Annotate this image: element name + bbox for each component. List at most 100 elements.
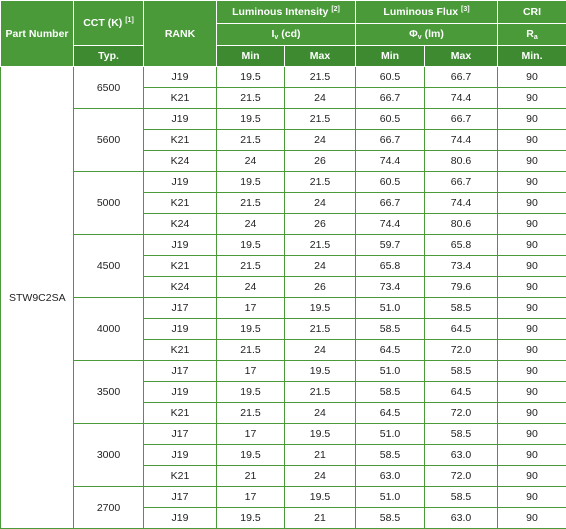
intensity-min-cell: 21.5 [217, 403, 285, 424]
intensity-min-cell: 21.5 [217, 340, 285, 361]
intensity-min-cell: 19.5 [217, 382, 285, 403]
flux-min-cell: 66.7 [356, 88, 425, 109]
flux-max-cell: 63.0 [425, 445, 498, 466]
flux-min-cell: 51.0 [356, 424, 425, 445]
rank-cell: K21 [144, 403, 217, 424]
intensity-max-cell: 19.5 [285, 361, 356, 382]
intensity-max-cell: 26 [285, 151, 356, 172]
flux-min-cell: 63.0 [356, 466, 425, 487]
flux-min-cell: 74.4 [356, 214, 425, 235]
intensity-max-cell: 21.5 [285, 235, 356, 256]
intensity-max-cell: 24 [285, 403, 356, 424]
cct-header-label: CCT (K) [83, 17, 122, 29]
intensity-min-cell: 19.5 [217, 67, 285, 88]
rank-cell: J19 [144, 109, 217, 130]
rank-cell: K21 [144, 466, 217, 487]
intensity-min-cell: 19.5 [217, 508, 285, 529]
flux-min-cell: 58.5 [356, 445, 425, 466]
flux-max-cell: 66.7 [425, 109, 498, 130]
cri-cell: 90 [498, 109, 566, 130]
cct-cell: 5000 [74, 172, 144, 235]
intensity-max-cell: 21.5 [285, 109, 356, 130]
intensity-min-cell: 19.5 [217, 235, 285, 256]
flux-min-cell: 64.5 [356, 403, 425, 424]
flux-max-cell: 80.6 [425, 214, 498, 235]
intensity-min-cell: 24 [217, 151, 285, 172]
intensity-min-cell: 24 [217, 214, 285, 235]
flux-min-cell: 64.5 [356, 340, 425, 361]
cri-cell: 90 [498, 88, 566, 109]
intensity-min-cell: 21.5 [217, 193, 285, 214]
cri-cell: 90 [498, 424, 566, 445]
intensity-min-cell: 19.5 [217, 109, 285, 130]
rank-cell: K21 [144, 193, 217, 214]
flux-min-cell: 60.5 [356, 172, 425, 193]
cri-symbol-sub: a [534, 34, 538, 41]
intensity-min-cell: 19.5 [217, 172, 285, 193]
cri-cell: 90 [498, 403, 566, 424]
rank-cell: J17 [144, 361, 217, 382]
intensity-header: Luminous Intensity [2] [217, 1, 356, 24]
intensity-min-cell: 19.5 [217, 319, 285, 340]
intensity-min-cell: 24 [217, 277, 285, 298]
flux-max-cell: 79.6 [425, 277, 498, 298]
intensity-max-cell: 24 [285, 130, 356, 151]
rank-cell: J19 [144, 67, 217, 88]
rank-cell: J19 [144, 319, 217, 340]
rank-cell: J17 [144, 487, 217, 508]
intensity-max-header: Max [285, 46, 356, 67]
intensity-min-cell: 17 [217, 361, 285, 382]
flux-max-cell: 63.0 [425, 508, 498, 529]
intensity-min-cell: 21.5 [217, 88, 285, 109]
flux-min-cell: 66.7 [356, 193, 425, 214]
flux-max-cell: 80.6 [425, 151, 498, 172]
flux-max-cell: 65.8 [425, 235, 498, 256]
rank-cell: K21 [144, 130, 217, 151]
rank-cell: J17 [144, 298, 217, 319]
cct-cell: 3500 [74, 361, 144, 424]
flux-max-cell: 74.4 [425, 130, 498, 151]
cct-cell: 4500 [74, 235, 144, 298]
cri-cell: 90 [498, 235, 566, 256]
flux-max-cell: 58.5 [425, 487, 498, 508]
intensity-max-cell: 21.5 [285, 67, 356, 88]
flux-header-ref: [3] [461, 6, 470, 13]
rank-cell: K24 [144, 277, 217, 298]
intensity-header-ref: [2] [331, 6, 340, 13]
rank-cell: J19 [144, 382, 217, 403]
intensity-min-cell: 17 [217, 298, 285, 319]
flux-header: Luminous Flux [3] [356, 1, 498, 24]
flux-max-cell: 58.5 [425, 361, 498, 382]
cri-header: CRI [498, 1, 566, 24]
rank-cell: K21 [144, 340, 217, 361]
flux-max-cell: 66.7 [425, 67, 498, 88]
flux-header-label: Luminous Flux [383, 6, 458, 18]
rank-cell: J19 [144, 445, 217, 466]
cri-cell: 90 [498, 319, 566, 340]
intensity-max-cell: 21.5 [285, 319, 356, 340]
cri-cell: 90 [498, 445, 566, 466]
flux-max-cell: 64.5 [425, 382, 498, 403]
intensity-max-cell: 19.5 [285, 487, 356, 508]
intensity-max-cell: 24 [285, 466, 356, 487]
intensity-max-cell: 24 [285, 340, 356, 361]
flux-symbol-header: Φv (lm) [356, 24, 498, 46]
flux-max-cell: 72.0 [425, 466, 498, 487]
cri-cell: 90 [498, 214, 566, 235]
intensity-max-cell: 24 [285, 256, 356, 277]
intensity-min-cell: 17 [217, 487, 285, 508]
flux-min-cell: 60.5 [356, 67, 425, 88]
cri-symbol: R [526, 28, 534, 40]
intensity-min-cell: 19.5 [217, 445, 285, 466]
cct-cell: 5600 [74, 109, 144, 172]
intensity-max-cell: 24 [285, 193, 356, 214]
rank-cell: J19 [144, 508, 217, 529]
